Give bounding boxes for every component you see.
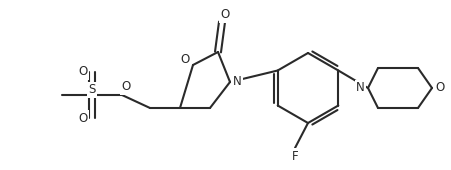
Text: N: N (355, 81, 364, 95)
Text: N: N (232, 75, 241, 89)
Text: O: O (220, 8, 229, 21)
Text: S: S (88, 83, 96, 97)
Text: O: O (434, 81, 443, 95)
Text: O: O (78, 65, 87, 79)
Text: O: O (180, 54, 189, 66)
Text: O: O (121, 81, 130, 94)
Text: O: O (78, 112, 87, 124)
Text: F: F (291, 149, 298, 163)
